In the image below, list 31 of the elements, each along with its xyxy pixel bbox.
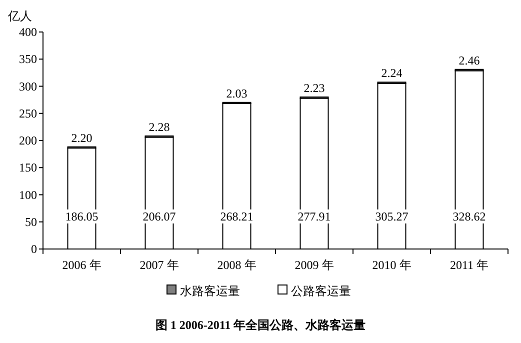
x-tick-label: 2007 年 [140,258,179,272]
y-tick-label: 300 [19,79,37,94]
data-label: 268.21 [220,209,254,224]
data-label: 206.07 [142,209,176,224]
data-label: 2.20 [71,130,92,145]
text: 图 1 2006-2011 年全国公路、水路客运量 [155,318,366,332]
x-tick-label: 2011 年 [450,258,489,272]
legend-label: 公路客运量 [291,284,351,298]
y-tick-label: 250 [19,106,37,120]
y-tick-label: 400 [19,25,37,39]
x-tick-label: 2010 年 [372,258,412,272]
y-tick-label: 50 [25,214,37,229]
data-label: 328.62 [452,209,486,224]
data-label: 2.03 [226,86,248,100]
legend-label: 水路客运量 [180,284,240,298]
x-tick-label: 2009 年 [294,258,334,272]
y-tick-label: 100 [19,188,37,202]
y-tick-label: 150 [19,160,37,175]
data-label: 2.46 [458,53,480,68]
data-label: 186.05 [65,209,98,224]
data-label: 277.91 [298,209,331,224]
y-axis-title: 亿人 [7,9,32,23]
data-label: 2.24 [381,66,402,80]
y-tick-label: 0 [31,242,37,256]
data-label: 2.23 [304,81,325,96]
data-label: 2.28 [148,120,170,134]
x-tick-label: 2006 年 [62,258,102,272]
y-tick-label: 200 [19,134,37,148]
data-label: 305.27 [375,209,408,224]
y-tick-label: 350 [19,52,37,66]
x-tick-label: 2008 年 [217,258,256,272]
